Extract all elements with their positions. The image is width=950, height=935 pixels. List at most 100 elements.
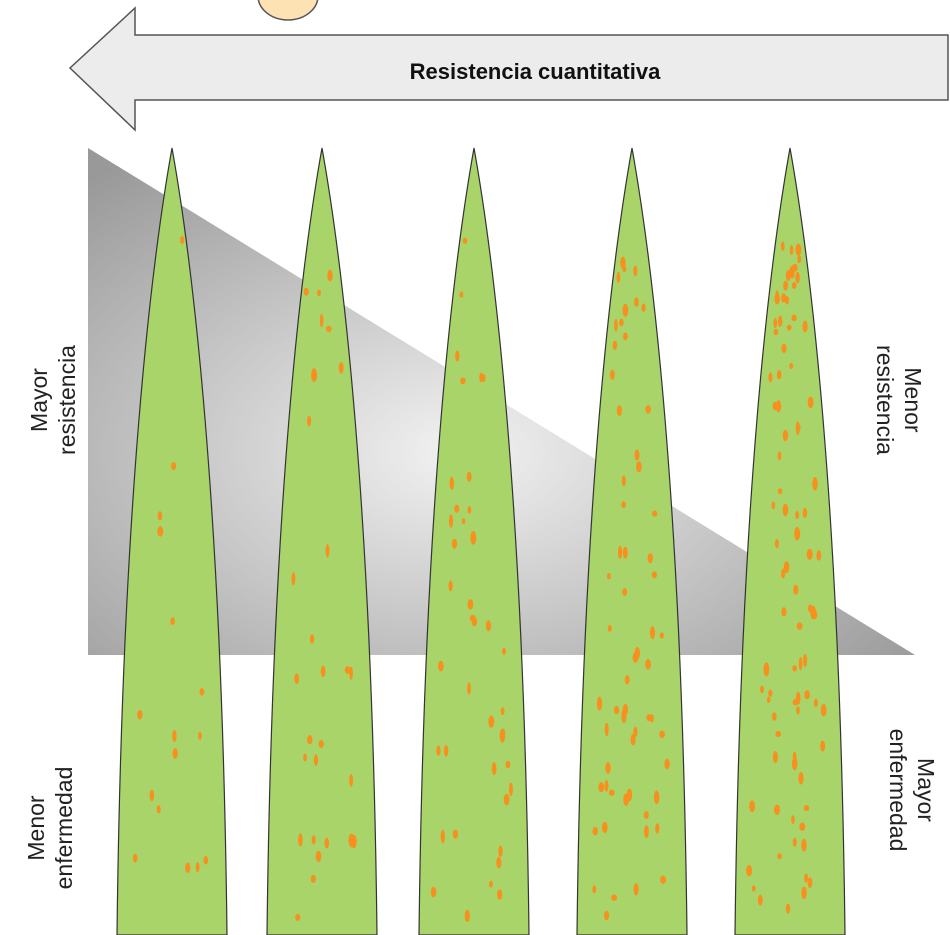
lesion-spot	[170, 617, 175, 625]
lesion-spot	[794, 527, 800, 541]
diagram: Resistencia cuantitativa Mayor resistenc…	[0, 0, 950, 935]
lesion-spot	[775, 539, 779, 548]
lesion-spot	[773, 318, 777, 328]
lesion-spot	[605, 723, 609, 737]
lesion-spot	[509, 782, 513, 795]
lesion-spot	[610, 370, 615, 380]
lesion-spot	[616, 272, 620, 283]
lesion-spot	[797, 255, 801, 263]
lesion-spot	[803, 508, 807, 518]
lesion-spot	[605, 762, 611, 773]
lesion-spot	[320, 314, 324, 327]
lesion-spot	[623, 332, 628, 340]
lesion-spot	[783, 504, 789, 517]
lesion-spot	[821, 704, 827, 717]
lesion-spot	[171, 462, 176, 470]
lesion-spot	[652, 571, 657, 578]
lesion-spot	[198, 732, 202, 740]
lesion-spot	[775, 731, 781, 737]
lesion-spot	[746, 865, 752, 876]
label-line: Mayor	[26, 368, 52, 432]
lesion-spot	[645, 405, 651, 414]
lesion-spot	[771, 502, 775, 510]
left-top-label: Mayor resistencia	[26, 345, 80, 455]
lesion-spot	[470, 615, 476, 622]
lesion-spot	[204, 856, 208, 865]
lesion-spot	[133, 854, 137, 863]
lesion-spot	[763, 662, 769, 676]
lesion-spot	[767, 697, 771, 703]
lesion-spot	[622, 588, 627, 596]
lesion-spot	[644, 811, 649, 819]
lesion-spot	[438, 661, 444, 672]
lesion-spot	[157, 805, 161, 813]
lesion-spot	[465, 910, 470, 922]
lesion-spot	[196, 862, 200, 872]
lesion-spot	[783, 430, 788, 441]
lesion-spot	[801, 839, 806, 852]
lesion-spot	[645, 659, 651, 670]
lesion-spot	[326, 544, 330, 557]
lesion-spot	[598, 782, 604, 792]
lesion-spot	[614, 319, 618, 332]
lesion-spot	[618, 546, 622, 559]
lesion-spot	[504, 794, 510, 805]
lesion-spot	[635, 450, 640, 461]
lesion-spot	[449, 580, 453, 591]
lesion-spot	[500, 729, 506, 743]
lesion-spot	[431, 887, 436, 898]
lesion-spot	[760, 686, 764, 693]
lesion-spot	[772, 712, 777, 720]
lesion-spot	[785, 296, 789, 304]
lesion-spot	[790, 245, 794, 255]
lesion-spot	[157, 526, 163, 536]
lesion-spot	[291, 572, 295, 585]
lesion-spot	[644, 825, 649, 838]
lesion-spot	[804, 873, 808, 882]
lesion-spot	[659, 731, 665, 739]
left-bottom-label: Menor enfermedad	[23, 767, 77, 890]
lesion-spot	[452, 539, 457, 549]
lesion-spot	[467, 472, 472, 482]
lesion-spot	[597, 697, 602, 711]
lesion-spot	[634, 883, 639, 895]
lesion-spot	[625, 675, 630, 684]
lesion-spot	[303, 754, 307, 762]
lesion-spot	[325, 838, 329, 849]
lesion-spot	[795, 511, 799, 519]
lesion-spot	[605, 780, 609, 792]
lesion-spot	[808, 877, 813, 888]
lesion-spot	[774, 329, 779, 335]
lesion-spot	[502, 648, 506, 655]
lesion-spot	[768, 372, 772, 382]
lesion-spot	[460, 377, 466, 384]
lesion-spot	[444, 745, 448, 757]
arrow-label: Resistencia cuantitativa	[410, 59, 661, 84]
lesion-spot	[496, 857, 501, 869]
lesion-spot	[820, 741, 825, 752]
lesion-spot	[622, 475, 626, 486]
lesion-spot	[617, 405, 622, 416]
lesion-spot	[801, 887, 806, 900]
lesion-spot	[621, 709, 626, 723]
lesion-spot	[311, 368, 317, 382]
lesion-spot	[796, 421, 800, 435]
lesion-spot	[314, 754, 318, 766]
lesion-spot	[641, 303, 645, 311]
leaf	[577, 148, 687, 935]
lesion-spot	[310, 635, 314, 644]
lesion-spot	[798, 772, 803, 785]
lesion-spot	[321, 666, 326, 678]
label-line: resistencia	[54, 345, 80, 455]
lesion-spot	[774, 805, 780, 815]
lesion-spot	[602, 822, 608, 833]
lesion-spot	[622, 266, 626, 272]
lesion-spot	[185, 862, 190, 873]
lesion-spot	[652, 511, 658, 517]
lesion-spot	[816, 550, 821, 560]
lesion-spot	[492, 762, 497, 775]
lesion-spot	[454, 505, 459, 513]
lesion-spot	[660, 632, 664, 638]
lesion-spot	[797, 622, 803, 629]
lesion-spot	[758, 895, 763, 906]
